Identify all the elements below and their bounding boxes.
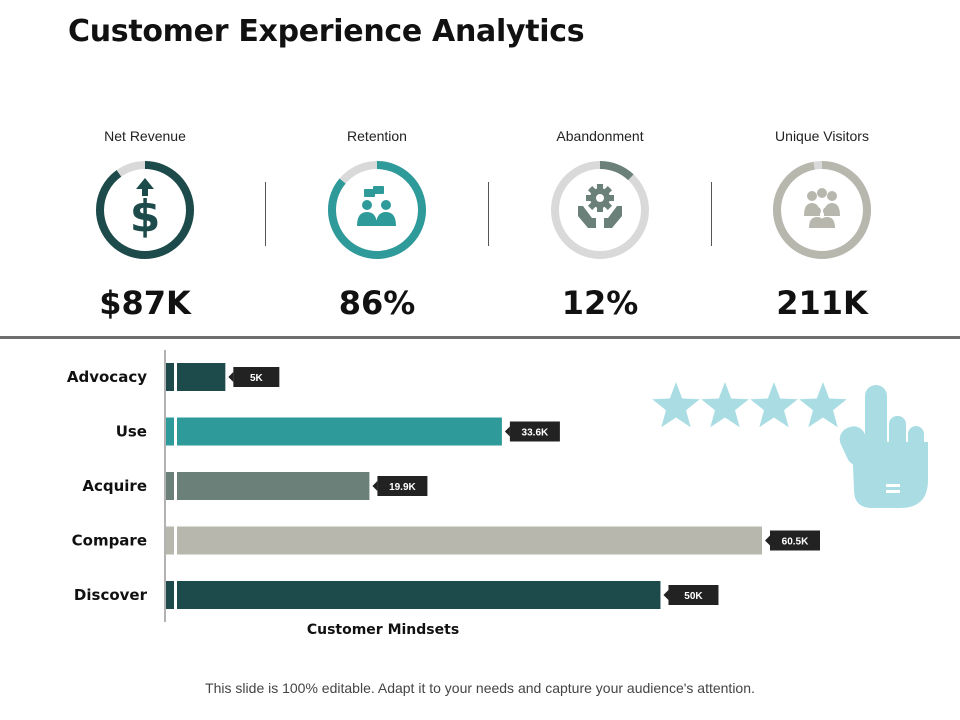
pointing-hand-icon (839, 385, 928, 508)
value-label-pointer (663, 590, 669, 600)
kpi-ring: $ (96, 161, 194, 259)
kpi-label: Unique Visitors (775, 128, 869, 144)
rating-graphic (652, 382, 928, 508)
divider (265, 182, 266, 246)
value-label-box (233, 367, 280, 387)
category-label: Use (116, 423, 147, 441)
value-label-pointer (228, 372, 234, 382)
ring-progress (96, 161, 194, 259)
divider (488, 182, 489, 246)
star-icon (652, 382, 700, 428)
value-label-box (509, 421, 560, 442)
kpi-value: 86% (338, 284, 416, 322)
value-label-box (770, 530, 820, 551)
kpi-retention: Retention 86% (277, 128, 477, 322)
category-label: Discover (74, 586, 148, 604)
value-label-pointer (765, 535, 770, 546)
value-label: 60.5K (782, 537, 809, 548)
category-label: Compare (72, 532, 147, 550)
value-label-box (668, 585, 719, 605)
ring-progress (773, 161, 871, 259)
group-icon (804, 188, 840, 228)
star-icon (750, 382, 798, 428)
section-divider (0, 336, 960, 339)
value-label: 50K (684, 591, 703, 602)
kpi-unique-visitors: Unique Visitors 211K (722, 128, 922, 322)
kpi-ring (551, 161, 649, 259)
kpi-abandonment: Abandonment 12% (500, 128, 700, 322)
star-icon (701, 382, 749, 428)
x-axis-label: Customer Mindsets (307, 622, 459, 638)
kpi-value: 211K (776, 284, 868, 322)
category-label: Acquire (82, 477, 147, 495)
bar (177, 363, 226, 391)
kpi-value: 12% (561, 284, 639, 322)
bar-stub (166, 363, 174, 391)
value-label: 5K (250, 373, 264, 384)
bar (177, 581, 661, 609)
divider (711, 182, 712, 246)
value-label: 33.6K (522, 428, 549, 439)
gear-hands-icon (578, 184, 622, 228)
star-icon (799, 382, 847, 428)
value-label-pointer (372, 481, 378, 491)
value-label: 19.9K (389, 482, 416, 493)
kpi-ring (328, 161, 426, 259)
dollar-growth-icon: $ (130, 178, 161, 242)
bar-stub (166, 417, 174, 446)
bar-stub (166, 581, 174, 609)
bar-stub (166, 472, 174, 500)
footnote: This slide is 100% editable. Adapt it to… (205, 680, 755, 696)
svg-text:$: $ (130, 191, 161, 242)
category-label: Advocacy (67, 368, 147, 386)
value-label-pointer (504, 426, 510, 437)
kpi-net-revenue: Net Revenue $ $87K (45, 128, 245, 322)
kpi-label: Retention (347, 128, 407, 144)
bar (177, 526, 762, 555)
bar (177, 417, 502, 446)
ring-progress (551, 161, 649, 259)
kpi-ring (773, 161, 871, 259)
bar (177, 472, 370, 500)
bar-stub (166, 526, 174, 555)
ring-progress (328, 161, 426, 259)
kpi-label: Abandonment (556, 128, 644, 144)
mindsets-bar-chart: Advocacy 5K Use 33.6K Acquire 19.9K Compare 60.… (67, 350, 820, 638)
page-title: Customer Experience Analytics (68, 14, 585, 49)
people-chat-icon (357, 186, 396, 226)
kpi-value: $87K (99, 284, 191, 322)
kpi-label: Net Revenue (104, 128, 186, 144)
value-label-box (377, 476, 428, 496)
